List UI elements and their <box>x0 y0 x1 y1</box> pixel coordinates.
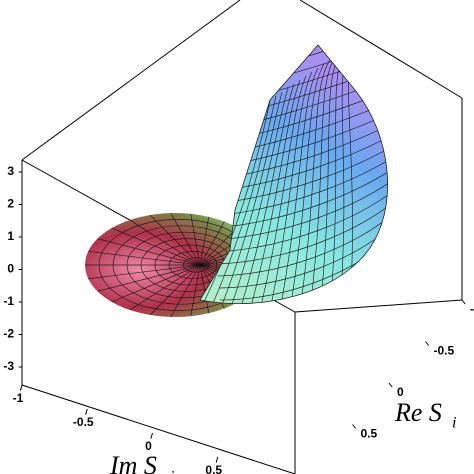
surface-wing <box>199 44 389 304</box>
tick-label: -1 <box>13 391 24 405</box>
tick-mark <box>150 432 153 439</box>
tick-mark <box>461 299 466 305</box>
mesh-line <box>199 213 214 266</box>
mesh-line <box>134 264 201 317</box>
mesh-line <box>216 196 388 265</box>
tick-label: 0.5 <box>361 427 378 441</box>
box-edge <box>21 0 241 161</box>
mesh-line <box>199 213 241 266</box>
tick-label: 0.5 <box>205 463 222 474</box>
mesh-line <box>159 264 201 317</box>
tick-label: 2 <box>7 197 14 211</box>
box-edge <box>299 0 463 99</box>
mesh-line <box>259 75 307 304</box>
mesh-line <box>186 213 201 266</box>
mesh-line <box>94 264 201 310</box>
tick-mark <box>19 384 23 391</box>
tick-mark <box>425 341 430 346</box>
mesh-line <box>186 264 201 317</box>
mesh-line <box>200 45 388 49</box>
x-axis-label: Re S <box>394 398 442 427</box>
mesh-line <box>134 213 201 266</box>
mesh-line <box>249 79 301 304</box>
tick-mark <box>352 424 357 429</box>
tick-label: -1 <box>470 302 474 316</box>
tick-label: -0.5 <box>73 415 94 429</box>
mesh-line <box>214 174 388 241</box>
box-edge <box>294 299 463 313</box>
tick-mark <box>85 408 88 415</box>
tick-label: -2 <box>3 327 14 341</box>
y-axis-label-subscript: i <box>170 469 174 474</box>
mesh-line <box>200 99 271 304</box>
tick-label: 0 <box>145 439 152 453</box>
mesh-line <box>212 152 388 217</box>
tick-label: 3 <box>7 164 14 178</box>
mesh-line <box>85 234 201 266</box>
x-axis-label-subscript: i <box>452 415 456 432</box>
tick-label: -3 <box>3 359 14 373</box>
mesh-line <box>215 185 388 253</box>
mesh-line <box>200 45 388 61</box>
mesh-line <box>239 83 295 304</box>
mesh-line <box>213 163 388 229</box>
mesh-line <box>85 264 201 296</box>
mesh-line <box>85 249 201 266</box>
tick-label: -1 <box>3 294 14 308</box>
mesh-line <box>299 59 331 304</box>
mesh-line <box>94 220 201 266</box>
tick-label: -0.5 <box>434 344 455 358</box>
mesh-line <box>209 95 277 304</box>
mesh-line <box>279 67 319 304</box>
tick-mark <box>215 456 219 463</box>
tick-label: 0 <box>7 262 14 276</box>
box-edge <box>21 384 296 474</box>
surface <box>85 44 389 317</box>
mesh-line <box>85 264 201 281</box>
mesh-line <box>309 55 337 304</box>
mesh-line <box>269 71 313 304</box>
mesh-line <box>200 45 388 73</box>
tick-mark <box>388 382 393 388</box>
tick-label: 1 <box>7 229 14 243</box>
mesh-line <box>199 264 214 317</box>
tick-label: 0 <box>397 385 404 399</box>
y-axis-label: Im S <box>109 451 157 474</box>
mesh-line <box>159 213 201 266</box>
